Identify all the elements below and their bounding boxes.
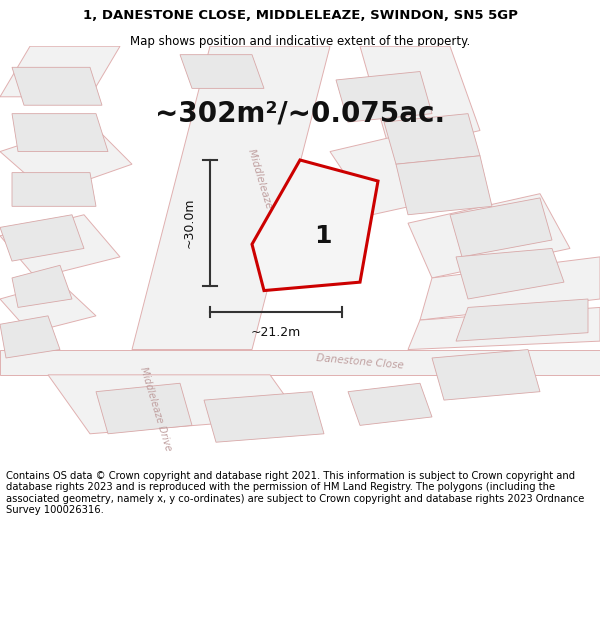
Text: Contains OS data © Crown copyright and database right 2021. This information is : Contains OS data © Crown copyright and d… xyxy=(6,471,584,516)
Polygon shape xyxy=(132,46,330,349)
Polygon shape xyxy=(0,46,120,97)
Text: 1, DANESTONE CLOSE, MIDDLELEAZE, SWINDON, SN5 5GP: 1, DANESTONE CLOSE, MIDDLELEAZE, SWINDON… xyxy=(83,9,517,22)
Text: ~30.0m: ~30.0m xyxy=(182,198,196,248)
Polygon shape xyxy=(12,68,102,105)
Polygon shape xyxy=(0,282,96,332)
Polygon shape xyxy=(204,392,324,442)
Polygon shape xyxy=(396,156,492,215)
Polygon shape xyxy=(420,257,600,320)
Polygon shape xyxy=(408,194,570,278)
Polygon shape xyxy=(252,160,378,291)
Polygon shape xyxy=(360,46,480,151)
Polygon shape xyxy=(96,383,192,434)
Polygon shape xyxy=(432,349,540,400)
Text: ~21.2m: ~21.2m xyxy=(251,326,301,339)
Polygon shape xyxy=(0,316,60,358)
Polygon shape xyxy=(12,173,96,206)
Text: Middleleaze Drive: Middleleaze Drive xyxy=(245,148,283,239)
Polygon shape xyxy=(12,114,108,151)
Polygon shape xyxy=(0,215,84,261)
Polygon shape xyxy=(0,349,600,375)
Polygon shape xyxy=(180,54,264,88)
Polygon shape xyxy=(408,308,600,349)
Polygon shape xyxy=(336,71,432,122)
Text: 1: 1 xyxy=(314,224,332,248)
Polygon shape xyxy=(48,375,300,434)
Polygon shape xyxy=(384,114,480,164)
Text: Danestone Close: Danestone Close xyxy=(316,353,404,371)
Polygon shape xyxy=(0,122,132,194)
Polygon shape xyxy=(0,215,120,278)
Polygon shape xyxy=(456,249,564,299)
Text: Middleleaze Drive: Middleleaze Drive xyxy=(139,365,173,452)
Polygon shape xyxy=(12,265,72,308)
Polygon shape xyxy=(456,299,588,341)
Polygon shape xyxy=(348,383,432,426)
Polygon shape xyxy=(450,198,552,257)
Text: Map shows position and indicative extent of the property.: Map shows position and indicative extent… xyxy=(130,34,470,48)
Polygon shape xyxy=(330,131,468,215)
Text: ~302m²/~0.075ac.: ~302m²/~0.075ac. xyxy=(155,99,445,127)
